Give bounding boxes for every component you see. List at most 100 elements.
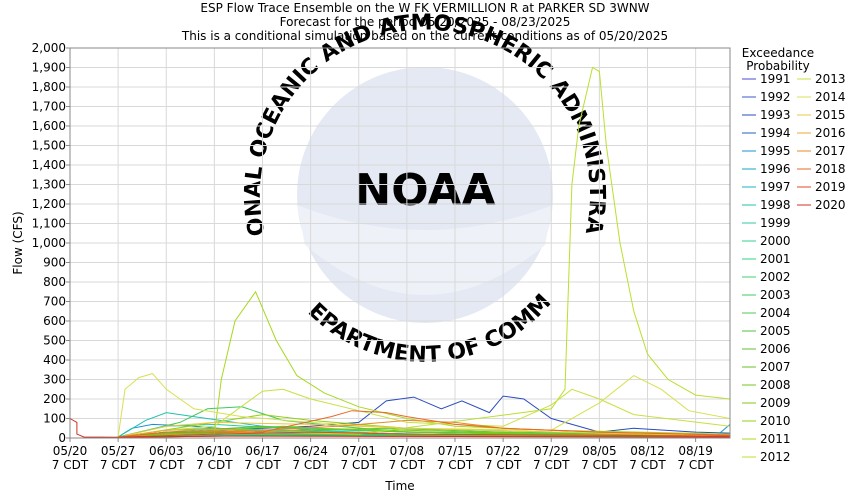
y-tick-label: 1,900 — [32, 61, 66, 75]
legend-label-2008: 2008 — [760, 378, 791, 392]
series-line-2020 — [69, 418, 731, 438]
legend-label-2002: 2002 — [760, 270, 791, 284]
legend-label-1993: 1993 — [760, 108, 791, 122]
legend-label-1991: 1991 — [760, 72, 791, 86]
x-tick-date: 07/29 — [534, 444, 569, 458]
legend-label-2009: 2009 — [760, 396, 791, 410]
series-line-2011 — [118, 290, 731, 438]
series-line-2019 — [118, 431, 731, 438]
legend-label-2007: 2007 — [760, 360, 791, 374]
x-tick-time: 7 CDT — [389, 458, 426, 472]
y-tick-label: 400 — [43, 353, 66, 367]
series-line-2009 — [118, 427, 731, 438]
y-tick-label: 1,800 — [32, 80, 66, 94]
x-tick-time: 7 CDT — [437, 458, 474, 472]
legend-label-2001: 2001 — [760, 252, 791, 266]
axes: 0 100 200 300 400 500 600 700 800 900 1,000 1,100 1,… — [11, 41, 731, 493]
x-tick-date: 06/03 — [149, 444, 184, 458]
grid — [69, 47, 730, 439]
y-tick-label: 0 — [58, 431, 66, 445]
x-tick-date: 07/15 — [438, 444, 473, 458]
legend-label-1997: 1997 — [760, 180, 791, 194]
legend-label-2011: 2011 — [760, 432, 791, 446]
title-line: This is a conditional simulation based o… — [181, 29, 668, 43]
legend-label-1998: 1998 — [760, 198, 791, 212]
legend-label-1995: 1995 — [760, 144, 791, 158]
y-tick-label: 1,700 — [32, 100, 66, 114]
legend-label-1994: 1994 — [760, 126, 791, 140]
x-tick-date: 06/24 — [293, 444, 328, 458]
legend-label-2012: 2012 — [760, 450, 791, 464]
x-axis-label: Time — [384, 479, 414, 493]
y-tick-label: 800 — [43, 275, 66, 289]
x-tick-date: 06/10 — [197, 444, 232, 458]
x-tick-date: 08/12 — [630, 444, 665, 458]
x-tick-date: 05/27 — [101, 444, 136, 458]
legend-label-2006: 2006 — [760, 342, 791, 356]
y-tick-label: 1,300 — [32, 178, 66, 192]
y-tick-label: 1,200 — [32, 197, 66, 211]
x-tick-time: 7 CDT — [629, 458, 666, 472]
y-tick-label: 1,500 — [32, 139, 66, 153]
title-line: Forecast for the period 05/20/2025 - 08/… — [280, 15, 571, 29]
x-tick-date: 08/05 — [582, 444, 617, 458]
y-tick-label: 600 — [43, 314, 66, 328]
legend-label-2013: 2013 — [815, 72, 846, 86]
x-tick-time: 7 CDT — [52, 458, 89, 472]
legend-label-2017: 2017 — [815, 144, 846, 158]
legend-label-2003: 2003 — [760, 288, 791, 302]
x-tick-time: 7 CDT — [581, 458, 618, 472]
series-line-2018 — [118, 410, 731, 438]
x-tick-date: 07/01 — [341, 444, 376, 458]
y-tick-label: 1,000 — [32, 236, 66, 250]
y-tick-label: 1,600 — [32, 119, 66, 133]
legend-label-2019: 2019 — [815, 180, 846, 194]
watermark-logo-text: NOAA — [354, 165, 495, 216]
title-line: ESP Flow Trace Ensemble on the W FK VERM… — [200, 1, 649, 15]
x-tick-time: 7 CDT — [196, 458, 233, 472]
legend-label-2005: 2005 — [760, 324, 791, 338]
legend-label-2004: 2004 — [760, 306, 791, 320]
x-tick-time: 7 CDT — [341, 458, 378, 472]
legend-label-2015: 2015 — [815, 108, 846, 122]
y-tick-label: 500 — [43, 334, 66, 348]
x-tick-date: 07/08 — [390, 444, 425, 458]
chart-title: ESP Flow Trace Ensemble on the W FK VERM… — [181, 1, 668, 43]
legend-label-2020: 2020 — [815, 198, 846, 212]
x-tick-time: 7 CDT — [485, 458, 522, 472]
legend-label-2014: 2014 — [815, 90, 846, 104]
series-lines — [69, 66, 731, 439]
y-tick-label: 1,400 — [32, 158, 66, 172]
legend-label-2000: 2000 — [760, 234, 791, 248]
legend-label-1996: 1996 — [760, 162, 791, 176]
y-tick-label: 2,000 — [32, 41, 66, 55]
x-tick-date: 06/17 — [245, 444, 280, 458]
y-tick-label: 100 — [43, 412, 66, 426]
y-axis-label: Flow (CFS) — [11, 211, 25, 274]
y-tick-label: 1,100 — [32, 217, 66, 231]
legend-label-2010: 2010 — [760, 414, 791, 428]
legend-label-1992: 1992 — [760, 90, 791, 104]
y-tick-label: 200 — [43, 392, 66, 406]
legend-title-line: Exceedance — [742, 46, 814, 60]
y-tick-label: 900 — [43, 256, 66, 270]
x-tick-time: 7 CDT — [100, 458, 137, 472]
x-tick-date: 07/22 — [486, 444, 521, 458]
legend-title-line: Probability — [746, 59, 809, 73]
series-line-2013 — [118, 388, 731, 438]
legend-label-2016: 2016 — [815, 126, 846, 140]
series-line-2015 — [117, 421, 731, 438]
x-tick-time: 7 CDT — [533, 458, 570, 472]
watermark-wave — [297, 205, 553, 295]
y-tick-label: 300 — [43, 373, 66, 387]
x-tick-time: 7 CDT — [292, 458, 329, 472]
x-tick-time: 7 CDT — [148, 458, 185, 472]
series-line-2012 — [118, 66, 731, 438]
legend-label-2018: 2018 — [815, 162, 846, 176]
x-tick-time: 7 CDT — [244, 458, 281, 472]
y-tick-label: 700 — [43, 295, 66, 309]
x-tick-date: 08/19 — [678, 444, 713, 458]
